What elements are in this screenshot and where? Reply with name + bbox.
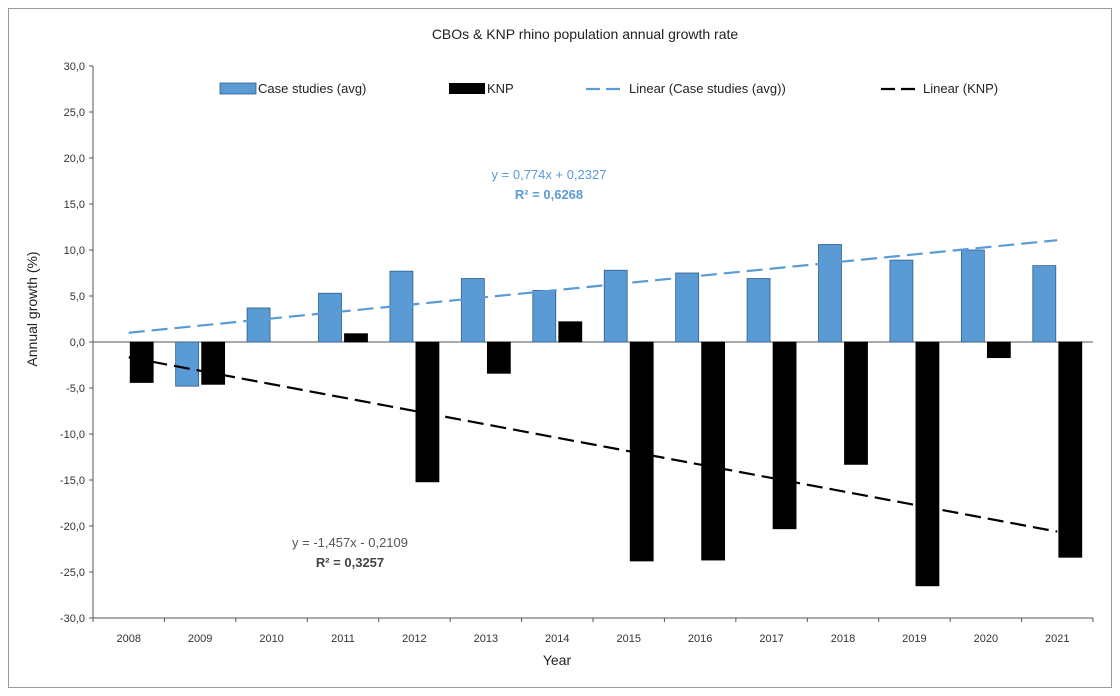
y-tick-label: -15,0 <box>60 475 85 487</box>
chart-frame: CBOs & KNP rhino population annual growt… <box>8 8 1112 688</box>
x-tick-labels: 2008 2009 2010 2011 2012 2013 2014 2015 2016 2017… <box>116 633 1069 645</box>
bar-knp-2013 <box>486 341 511 374</box>
y-tick-label: 5,0 <box>70 291 85 303</box>
x-tick-label: 2017 <box>759 633 783 645</box>
bar-knp-2020 <box>986 341 1011 359</box>
x-tick-label: 2012 <box>402 633 426 645</box>
bar-case-studies-2021 <box>1032 265 1057 343</box>
bar-knp-2021 <box>1058 341 1083 558</box>
bar-case-studies-2013 <box>460 278 485 343</box>
x-tick-label: 2009 <box>188 633 212 645</box>
y-tick-label: 15,0 <box>64 199 85 211</box>
bar-knp-2012 <box>415 341 440 483</box>
trendlines <box>128 239 1058 533</box>
bar-case-studies-2020 <box>960 249 985 343</box>
axes <box>89 65 1094 622</box>
x-tick-label: 2013 <box>474 633 498 645</box>
legend-label-knp: KNP <box>487 81 514 96</box>
bar-knp-2017 <box>772 341 797 530</box>
legend: Case studies (avg) KNP Linear (Case stud… <box>219 81 998 96</box>
legend-swatch-knp <box>449 83 485 94</box>
legend-label-linear-case-studies: Linear (Case studies (avg)) <box>629 81 786 96</box>
y-tick-label: 30,0 <box>64 61 85 73</box>
bar-case-studies-2017 <box>746 278 771 343</box>
x-tick-label: 2015 <box>616 633 640 645</box>
y-tick-label: -20,0 <box>60 521 85 533</box>
y-tick-label: 20,0 <box>64 153 85 165</box>
bar-knp-2008 <box>129 341 154 383</box>
bar-case-studies-2018 <box>818 244 842 343</box>
y-tick-labels: 30,0 25,0 20,0 15,0 10,0 5,0 0,0 -5,0 -10,0 -15,0… <box>60 61 85 625</box>
case-studies-equation: y = 0,774x + 0,2327 <box>492 167 607 182</box>
trendline-annotations: y = 0,774x + 0,2327 R² = 0,6268 y = -1,4… <box>292 167 606 570</box>
bar-knp-2019 <box>915 341 940 587</box>
bars <box>129 244 1083 587</box>
bar-knp-2018 <box>844 341 868 465</box>
knp-r2: R² = 0,3257 <box>316 555 384 570</box>
bar-case-studies-2009 <box>175 341 200 387</box>
y-tick-label: 25,0 <box>64 107 85 119</box>
bar-case-studies-2010 <box>246 307 271 343</box>
y-tick-label: 10,0 <box>64 245 85 257</box>
x-tick-label: 2010 <box>259 633 283 645</box>
trendline-case-studies <box>128 239 1058 334</box>
bar-knp-2011 <box>344 333 368 343</box>
bar-knp-2016 <box>701 341 726 561</box>
bar-case-studies-2016 <box>675 272 700 343</box>
x-tick-label: 2021 <box>1045 633 1069 645</box>
bar-case-studies-2015 <box>603 269 628 343</box>
bar-case-studies-2019 <box>889 259 914 343</box>
legend-label-linear-knp: Linear (KNP) <box>923 81 998 96</box>
legend-label-case-studies: Case studies (avg) <box>258 81 366 96</box>
bar-case-studies-2014 <box>532 290 557 343</box>
y-tick-label: -10,0 <box>60 429 85 441</box>
y-tick-label: -5,0 <box>66 383 85 395</box>
x-tick-label: 2019 <box>902 633 926 645</box>
trendline-knp <box>128 356 1058 533</box>
x-tick-label: 2011 <box>331 633 355 645</box>
x-tick-label: 2018 <box>831 633 855 645</box>
y-tick-label: 0,0 <box>70 337 85 349</box>
x-tick-label: 2020 <box>974 633 998 645</box>
x-tick-label: 2014 <box>545 633 569 645</box>
x-tick-label: 2016 <box>688 633 712 645</box>
case-studies-r2: R² = 0,6268 <box>515 187 583 202</box>
chart-svg: CBOs & KNP rhino population annual growt… <box>24 26 1094 668</box>
x-tick-label: 2008 <box>116 633 140 645</box>
chart-title: CBOs & KNP rhino population annual growt… <box>432 26 739 42</box>
y-tick-label: -25,0 <box>60 567 85 579</box>
y-tick-label: -30,0 <box>60 613 85 625</box>
bar-case-studies-2011 <box>318 292 342 343</box>
y-axis-label: Annual growth (%) <box>24 251 40 366</box>
bar-knp-2014 <box>558 321 583 343</box>
bar-knp-2009 <box>201 341 226 385</box>
legend-swatch-case-studies <box>219 82 257 95</box>
knp-equation: y = -1,457x - 0,2109 <box>292 535 408 550</box>
x-axis-label: Year <box>543 652 572 668</box>
